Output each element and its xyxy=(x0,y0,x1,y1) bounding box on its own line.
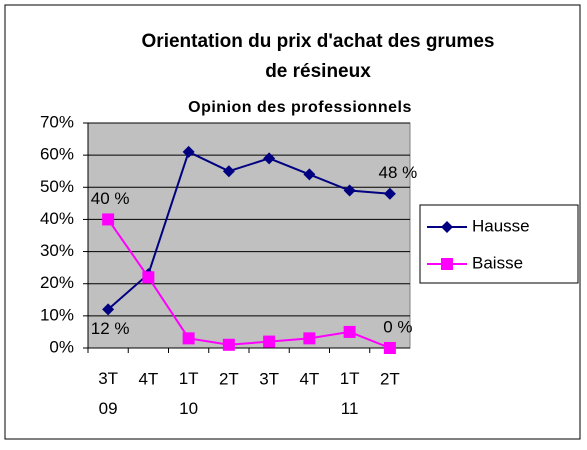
x-tick-label: 4T xyxy=(138,369,158,388)
x-tick-label: 3T xyxy=(259,369,279,388)
series-line xyxy=(107,218,391,349)
data-label: 48 % xyxy=(379,163,418,182)
marker xyxy=(182,145,195,158)
y-tick-label: 30% xyxy=(40,241,74,260)
y-tick-label: 70% xyxy=(40,112,74,131)
y-tick-label: 60% xyxy=(40,145,74,164)
x-tick-label: 4T xyxy=(299,369,319,388)
marker xyxy=(102,303,115,316)
plot-area xyxy=(87,122,411,349)
marker xyxy=(343,184,356,197)
marker xyxy=(182,332,195,345)
marker xyxy=(303,332,316,345)
marker xyxy=(222,165,235,178)
chart-subtitle: Opinion des professionnels xyxy=(188,99,412,116)
series-line xyxy=(107,150,390,311)
marker xyxy=(263,152,276,165)
data-label: 40 % xyxy=(91,189,130,208)
legend-marker xyxy=(441,258,453,270)
y-tick-label: 50% xyxy=(40,177,74,196)
y-tick-label: 20% xyxy=(40,273,74,292)
legend-label: Baisse xyxy=(472,253,523,272)
marker xyxy=(383,342,396,354)
x-tick-label: 2T xyxy=(219,369,239,388)
y-tick-label: 40% xyxy=(40,209,74,228)
marker xyxy=(142,271,155,284)
marker xyxy=(343,325,356,338)
chart-title: Orientation du prix d'achat des grumes de… xyxy=(142,31,495,82)
x-tick-label: 2T xyxy=(380,369,400,388)
legend-label: Hausse xyxy=(472,216,530,235)
y-tick-label: 10% xyxy=(40,305,74,324)
marker xyxy=(222,338,235,351)
x-tick-label: 1T 11 xyxy=(340,369,360,418)
marker xyxy=(263,335,276,348)
x-tick-label: 1T 10 xyxy=(179,369,199,418)
data-label: 12 % xyxy=(91,319,130,338)
marker xyxy=(102,213,115,226)
marker xyxy=(383,187,396,200)
y-tick-label: 0% xyxy=(49,337,74,356)
marker xyxy=(303,168,316,181)
legend-marker xyxy=(441,221,453,233)
data-label: 0 % xyxy=(383,317,412,336)
x-tick-label: 3T 09 xyxy=(98,369,118,418)
